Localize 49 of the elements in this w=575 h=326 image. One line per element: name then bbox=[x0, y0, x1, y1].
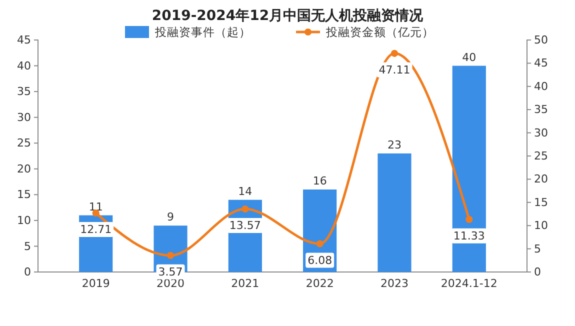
y-tick-label: 15 bbox=[17, 188, 31, 202]
y2-tick-label: 20 bbox=[534, 172, 548, 186]
data-label: 9 bbox=[167, 210, 174, 224]
y2-tick-label: 15 bbox=[534, 196, 548, 209]
legend-label: 投融资金额（亿元） bbox=[325, 25, 434, 39]
bar bbox=[452, 66, 486, 272]
y2-tick-label: 30 bbox=[534, 126, 548, 140]
y2-tick-label: 45 bbox=[534, 56, 548, 70]
point bbox=[466, 216, 473, 223]
x-tick-label: 2019 bbox=[82, 277, 110, 290]
y-tick-label: 10 bbox=[17, 214, 31, 227]
data-label: 12.71 bbox=[80, 223, 112, 236]
y-tick-label: 20 bbox=[17, 162, 31, 176]
y2-tick-label: 35 bbox=[534, 103, 548, 116]
y2-tick-label: 0 bbox=[534, 266, 541, 279]
data-label: 6.08 bbox=[308, 254, 332, 267]
chart-title: 2019-2024年12月中国无人机投融资情况 bbox=[152, 8, 424, 24]
y2-tick-label: 50 bbox=[534, 34, 548, 47]
y-tick-label: 35 bbox=[17, 85, 31, 98]
point bbox=[242, 205, 249, 213]
y-tick-label: 25 bbox=[17, 136, 31, 150]
y2-tick-label: 40 bbox=[534, 80, 548, 93]
y2-tick-label: 5 bbox=[534, 242, 541, 256]
y-tick-label: 45 bbox=[17, 34, 31, 47]
y-tick-label: 30 bbox=[17, 110, 31, 124]
y2-tick-label: 25 bbox=[534, 150, 548, 163]
point bbox=[390, 50, 398, 57]
data-label: 47.11 bbox=[378, 63, 410, 76]
data-label: 16 bbox=[312, 174, 327, 188]
x-tick-label: 2022 bbox=[306, 277, 334, 290]
x-tick-label: 2024.1-12 bbox=[440, 277, 498, 290]
data-label: 3.57 bbox=[158, 265, 183, 278]
point bbox=[316, 240, 324, 248]
data-label: 14 bbox=[238, 184, 252, 198]
y2-tick-label: 10 bbox=[534, 219, 548, 232]
data-label: 11.33 bbox=[453, 229, 485, 242]
data-label: 11 bbox=[88, 200, 103, 214]
y-tick-label: 40 bbox=[17, 59, 31, 72]
legend-label: 投融资事件（起） bbox=[154, 25, 251, 39]
bar bbox=[378, 153, 412, 272]
data-label: 13.57 bbox=[229, 219, 261, 232]
x-tick-label: 2020 bbox=[156, 277, 185, 290]
y-tick-label: 5 bbox=[24, 240, 31, 253]
point bbox=[166, 252, 174, 259]
data-label: 40 bbox=[462, 50, 476, 64]
x-tick-label: 2021 bbox=[231, 277, 260, 290]
y-tick-label: 0 bbox=[24, 266, 31, 279]
x-tick-label: 2023 bbox=[380, 277, 408, 290]
data-label: 23 bbox=[387, 138, 402, 152]
